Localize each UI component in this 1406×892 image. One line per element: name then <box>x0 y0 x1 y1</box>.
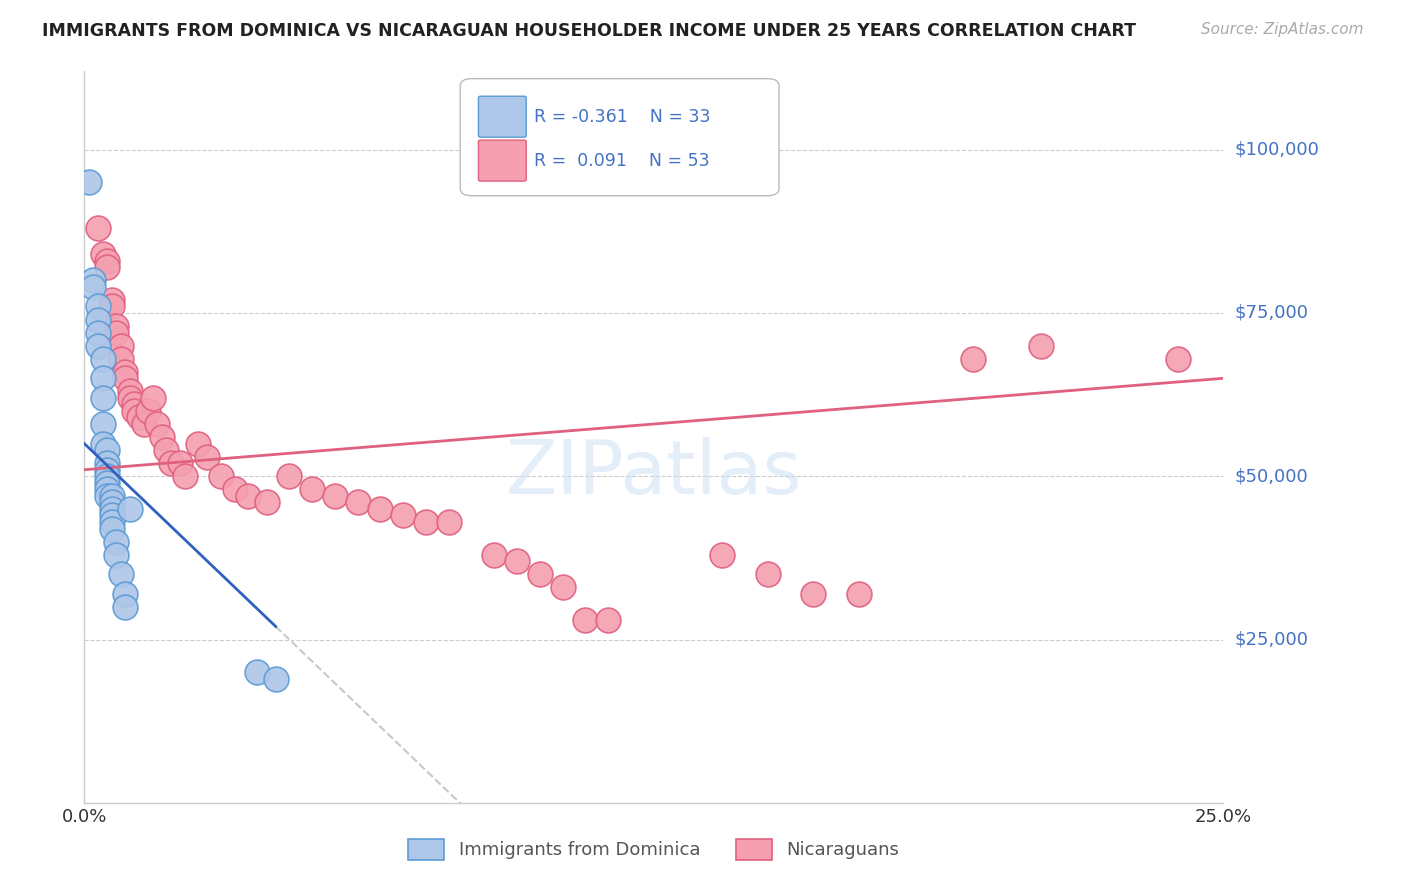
Point <box>96 483 118 497</box>
Point <box>91 247 114 261</box>
Point <box>118 384 141 399</box>
Point <box>437 515 460 529</box>
Point <box>96 260 118 275</box>
Point <box>110 338 132 352</box>
Point <box>87 312 110 326</box>
Point <box>209 469 232 483</box>
Point <box>598 613 620 627</box>
Point <box>87 221 110 235</box>
Point <box>100 489 122 503</box>
Point <box>238 489 260 503</box>
Point <box>96 463 118 477</box>
Point <box>124 404 146 418</box>
Point <box>1029 338 1052 352</box>
Point <box>114 587 136 601</box>
Point <box>195 450 218 464</box>
Text: $50,000: $50,000 <box>1234 467 1308 485</box>
Point <box>96 443 118 458</box>
Point <box>91 417 114 431</box>
Point <box>110 351 132 366</box>
Point <box>87 326 110 340</box>
Legend: Immigrants from Dominica, Nicaraguans: Immigrants from Dominica, Nicaraguans <box>401 831 907 867</box>
Point <box>77 175 100 189</box>
Point <box>301 483 323 497</box>
Point <box>278 469 301 483</box>
Point <box>551 580 574 594</box>
Point <box>173 469 195 483</box>
Point <box>82 273 104 287</box>
Point <box>105 319 128 334</box>
Point <box>370 502 392 516</box>
Point <box>323 489 346 503</box>
Point <box>96 456 118 470</box>
Point <box>100 515 122 529</box>
Point <box>96 489 118 503</box>
Point <box>128 410 150 425</box>
Point <box>100 502 122 516</box>
Point <box>484 548 506 562</box>
Point <box>256 495 278 509</box>
Point <box>529 567 551 582</box>
Point <box>574 613 596 627</box>
Point <box>118 502 141 516</box>
Text: $75,000: $75,000 <box>1234 304 1309 322</box>
Point <box>160 456 183 470</box>
Point <box>100 508 122 523</box>
Point <box>96 253 118 268</box>
Text: $25,000: $25,000 <box>1234 631 1309 648</box>
Point <box>962 351 984 366</box>
Point <box>150 430 173 444</box>
Point <box>711 548 734 562</box>
Point <box>91 351 114 366</box>
Point <box>96 469 118 483</box>
Point <box>224 483 246 497</box>
Point <box>146 417 169 431</box>
Point <box>246 665 269 680</box>
Text: $100,000: $100,000 <box>1234 141 1319 159</box>
Point <box>848 587 870 601</box>
Point <box>87 300 110 314</box>
Text: R = -0.361    N = 33: R = -0.361 N = 33 <box>534 108 710 126</box>
Point <box>118 391 141 405</box>
Point <box>142 391 165 405</box>
Point <box>91 436 114 450</box>
Point <box>415 515 437 529</box>
Point <box>105 534 128 549</box>
FancyBboxPatch shape <box>478 140 526 181</box>
Point <box>169 456 191 470</box>
Point <box>100 300 122 314</box>
Point <box>506 554 529 568</box>
Point <box>346 495 368 509</box>
Point <box>114 365 136 379</box>
Point <box>105 548 128 562</box>
Point <box>124 397 146 411</box>
Point <box>264 672 287 686</box>
Point <box>96 475 118 490</box>
Point <box>100 521 122 535</box>
FancyBboxPatch shape <box>460 78 779 195</box>
Point <box>756 567 779 582</box>
Point <box>392 508 415 523</box>
Point <box>114 599 136 614</box>
Point <box>82 280 104 294</box>
Point <box>114 371 136 385</box>
Text: IMMIGRANTS FROM DOMINICA VS NICARAGUAN HOUSEHOLDER INCOME UNDER 25 YEARS CORRELA: IMMIGRANTS FROM DOMINICA VS NICARAGUAN H… <box>42 22 1136 40</box>
Point <box>1167 351 1189 366</box>
Text: Source: ZipAtlas.com: Source: ZipAtlas.com <box>1201 22 1364 37</box>
Point <box>110 567 132 582</box>
Point <box>187 436 209 450</box>
Point <box>132 417 155 431</box>
Point <box>136 404 159 418</box>
Text: ZIPatlas: ZIPatlas <box>506 437 801 510</box>
Text: R =  0.091    N = 53: R = 0.091 N = 53 <box>534 152 710 169</box>
Point <box>91 371 114 385</box>
Point <box>100 293 122 307</box>
FancyBboxPatch shape <box>478 96 526 137</box>
Point <box>100 495 122 509</box>
Point <box>87 338 110 352</box>
Point <box>105 326 128 340</box>
Point <box>155 443 177 458</box>
Point <box>91 391 114 405</box>
Point <box>801 587 824 601</box>
